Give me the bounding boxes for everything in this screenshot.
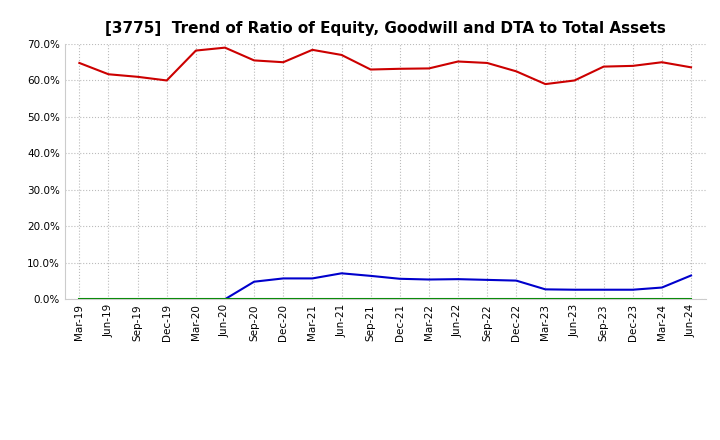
Goodwill: [192, 297, 200, 302]
Deferred Tax Assets: [308, 297, 317, 302]
Goodwill: [308, 276, 317, 281]
Deferred Tax Assets: [541, 297, 550, 302]
Equity: [308, 47, 317, 52]
Line: Goodwill: Goodwill: [79, 273, 691, 299]
Equity: [395, 66, 404, 71]
Goodwill: [104, 297, 113, 302]
Goodwill: [599, 287, 608, 292]
Goodwill: [570, 287, 579, 292]
Equity: [279, 59, 287, 65]
Equity: [657, 59, 666, 65]
Goodwill: [279, 276, 287, 281]
Deferred Tax Assets: [192, 297, 200, 302]
Equity: [541, 81, 550, 87]
Deferred Tax Assets: [629, 297, 637, 302]
Line: Equity: Equity: [79, 48, 691, 84]
Deferred Tax Assets: [512, 297, 521, 302]
Goodwill: [454, 276, 462, 282]
Deferred Tax Assets: [337, 297, 346, 302]
Goodwill: [75, 297, 84, 302]
Equity: [250, 58, 258, 63]
Deferred Tax Assets: [75, 297, 84, 302]
Goodwill: [687, 273, 696, 278]
Deferred Tax Assets: [366, 297, 375, 302]
Deferred Tax Assets: [133, 297, 142, 302]
Title: [3775]  Trend of Ratio of Equity, Goodwill and DTA to Total Assets: [3775] Trend of Ratio of Equity, Goodwil…: [105, 21, 665, 36]
Goodwill: [250, 279, 258, 284]
Equity: [337, 52, 346, 58]
Goodwill: [483, 277, 492, 282]
Goodwill: [512, 278, 521, 283]
Equity: [570, 78, 579, 83]
Deferred Tax Assets: [163, 297, 171, 302]
Deferred Tax Assets: [657, 297, 666, 302]
Deferred Tax Assets: [454, 297, 462, 302]
Equity: [629, 63, 637, 69]
Deferred Tax Assets: [395, 297, 404, 302]
Goodwill: [366, 273, 375, 279]
Equity: [192, 48, 200, 53]
Deferred Tax Assets: [220, 297, 229, 302]
Goodwill: [425, 277, 433, 282]
Equity: [75, 60, 84, 66]
Goodwill: [629, 287, 637, 292]
Deferred Tax Assets: [104, 297, 113, 302]
Goodwill: [220, 297, 229, 302]
Goodwill: [395, 276, 404, 282]
Goodwill: [133, 297, 142, 302]
Deferred Tax Assets: [279, 297, 287, 302]
Equity: [454, 59, 462, 64]
Equity: [104, 72, 113, 77]
Deferred Tax Assets: [570, 297, 579, 302]
Deferred Tax Assets: [483, 297, 492, 302]
Deferred Tax Assets: [250, 297, 258, 302]
Equity: [163, 78, 171, 83]
Goodwill: [541, 287, 550, 292]
Goodwill: [337, 271, 346, 276]
Equity: [133, 74, 142, 80]
Deferred Tax Assets: [599, 297, 608, 302]
Equity: [220, 45, 229, 50]
Deferred Tax Assets: [425, 297, 433, 302]
Deferred Tax Assets: [687, 297, 696, 302]
Equity: [512, 69, 521, 74]
Equity: [687, 65, 696, 70]
Equity: [483, 60, 492, 66]
Equity: [425, 66, 433, 71]
Goodwill: [657, 285, 666, 290]
Goodwill: [163, 297, 171, 302]
Equity: [599, 64, 608, 69]
Equity: [366, 67, 375, 72]
